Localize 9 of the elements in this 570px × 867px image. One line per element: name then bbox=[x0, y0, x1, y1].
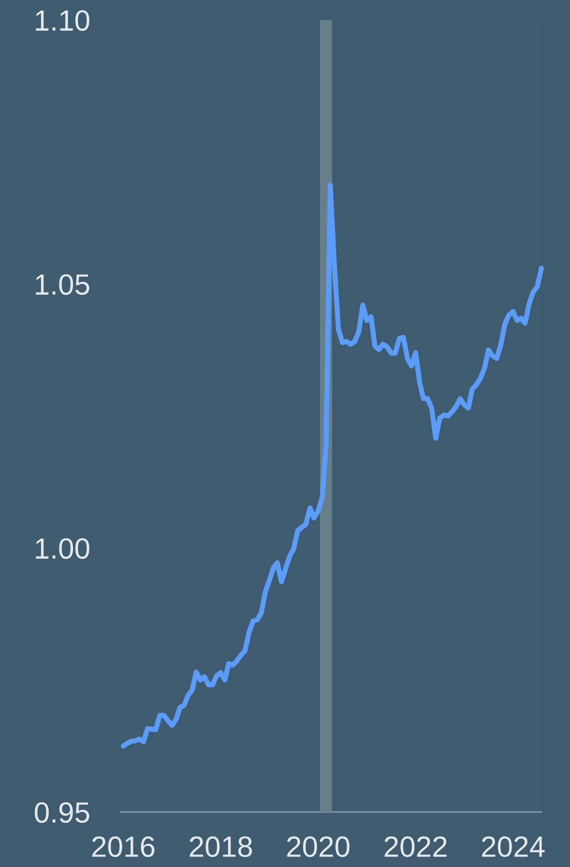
x-tick-label: 2018 bbox=[190, 836, 252, 858]
x-tick-label: 2020 bbox=[287, 836, 350, 858]
y-tick-label: 1.00 bbox=[36, 538, 90, 559]
x-tick-label: 2022 bbox=[384, 836, 447, 858]
y-tick-label: 1.10 bbox=[36, 10, 90, 31]
y-tick-label: 1.05 bbox=[36, 274, 90, 295]
y-tick-label: 0.95 bbox=[34, 802, 90, 823]
x-tick-label: 2024 bbox=[482, 836, 545, 858]
x-tick-label: 2016 bbox=[92, 836, 154, 858]
